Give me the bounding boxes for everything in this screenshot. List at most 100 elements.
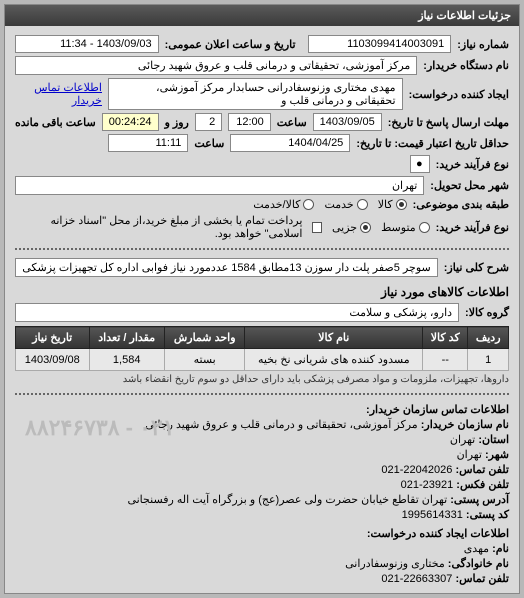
payment-note: پرداخت تمام یا بخشی از مبلغ خرید،از محل … — [15, 214, 302, 240]
radio-partial[interactable]: جزیی — [332, 221, 371, 234]
need-desc-label: شرح کلی نیاز: — [444, 261, 509, 274]
panel-title: جزئیات اطلاعات نیاز — [5, 5, 519, 26]
th-name: نام کالا — [245, 327, 423, 349]
delivery-city-label: شهر محل تحویل: — [430, 179, 509, 192]
lname-label: نام خانوادگی: — [448, 558, 509, 570]
postal-value: 1995614331 — [402, 509, 463, 521]
row-delivery-city: شهر محل تحویل: تهران — [15, 176, 509, 195]
org-name-label: نام سازمان خریدار: — [421, 419, 509, 431]
address-value: تهران تقاطع خیابان حضرت ولی عصر(عج) و بز… — [127, 494, 447, 506]
fname-value: مهدی — [464, 543, 489, 555]
announce-label: تاریخ و ساعت اعلان عمومی: — [165, 38, 296, 51]
lname-row: نام خانوادگی: مختاری وزنوسفادرانی — [15, 557, 509, 570]
watermark-phone: ۰۲۱ - ۸۸۲۴۶۷۳۸ — [25, 415, 175, 441]
device-name-field: مرکز آموزشی، تحقیقاتی و درمانی قلب و عرو… — [15, 56, 417, 75]
row-req-number: شماره نیاز: 1103099414003091 تاریخ و ساع… — [15, 35, 509, 53]
deadline-date-field: 1403/09/05 — [313, 113, 382, 131]
lname-value: مختاری وزنوسفادرانی — [345, 558, 445, 570]
radio-dot-icon — [360, 222, 371, 233]
announce-field: 1403/09/03 - 11:34 — [15, 35, 159, 53]
creator-contact-title: اطلاعات ایجاد کننده درخواست: — [15, 527, 509, 540]
items-table: ردیف کد کالا نام کالا واحد شمارش مقدار /… — [15, 326, 509, 371]
td-qty: 1,584 — [89, 349, 164, 371]
radio-dot-icon — [396, 199, 407, 210]
td-row: 1 — [468, 349, 509, 371]
radio-kala[interactable]: کالا — [378, 198, 407, 211]
radio-dot-icon — [303, 199, 314, 210]
creator-label: ایجاد کننده درخواست: — [409, 88, 509, 101]
radio-average-label: متوسط — [381, 221, 416, 234]
contact-section: ۰۲۱ - ۸۸۲۴۶۷۳۸ اطلاعات تماس سازمان خریدا… — [15, 393, 509, 585]
row-group: گروه کالا: دارو، پزشکی و سلامت — [15, 303, 509, 322]
table-header-row: ردیف کد کالا نام کالا واحد شمارش مقدار /… — [16, 327, 509, 349]
fax-row: تلفن فکس: 23921-021 — [15, 478, 509, 491]
radio-khadamat[interactable]: خدمت — [324, 198, 367, 211]
city-label: شهر: — [485, 449, 509, 461]
device-name-label: نام دستگاه خریدار: — [423, 59, 509, 72]
buy-process-label: نوع فرآیند خرید: — [436, 221, 509, 234]
category-radio-group: کالا خدمت کالا/خدمت — [253, 198, 406, 211]
row-buy-process: نوع فرآیند خرید: متوسط جزیی پرداخت تمام … — [15, 214, 509, 240]
province-value: تهران — [450, 434, 475, 446]
th-qty: مقدار / تعداد — [89, 327, 164, 349]
cphone-label: تلفن تماس: — [455, 573, 509, 585]
radio-kala-label: کالا — [378, 198, 393, 211]
req-number-field: 1103099414003091 — [308, 35, 452, 53]
address-row: آدرس پستی: تهران تقاطع خیابان حضرت ولی ع… — [15, 493, 509, 506]
org-name-value: مرکز آموزشی، تحقیقاتی و درمانی قلب و عرو… — [145, 419, 417, 431]
th-unit: واحد شمارش — [164, 327, 245, 349]
creator-field: مهدی مختاری وزنوسفادرانی حسابدار مرکز آم… — [108, 78, 403, 110]
buy-process-radio-group: متوسط جزیی پرداخت تمام یا بخشی از مبلغ خ… — [15, 214, 430, 240]
city-value: تهران — [457, 449, 482, 461]
row-device-name: نام دستگاه خریدار: مرکز آموزشی، تحقیقاتی… — [15, 56, 509, 75]
fname-label: نام: — [492, 543, 509, 555]
province-label: استان: — [478, 434, 509, 446]
validity-label: حداقل تاریخ اعتبار قیمت: تا تاریخ: — [356, 137, 509, 150]
countdown-field: 00:24:24 — [102, 113, 159, 131]
need-desc-field: سوچر 5صفر پلت دار سوزن 13مطابق 1584 عددم… — [15, 258, 438, 277]
radio-kala-khadamat-label: کالا/خدمت — [253, 198, 300, 211]
days-label: روز و — [165, 116, 189, 129]
phone-value: 22042026-021 — [381, 464, 452, 476]
phone-row: تلفن تماس: 22042026-021 — [15, 463, 509, 476]
radio-partial-label: جزیی — [332, 221, 357, 234]
deadline-label: مهلت ارسال پاسخ تا تاریخ: — [388, 116, 509, 129]
deadline-time-field: 12:00 — [228, 113, 270, 131]
radio-khadamat-label: خدمت — [324, 198, 353, 211]
td-code: -- — [423, 349, 468, 371]
footer-note: داروها، تجهیزات، ملزومات و مواد مصرفی پز… — [15, 374, 509, 385]
th-row: ردیف — [468, 327, 509, 349]
payment-checkbox[interactable] — [312, 222, 322, 233]
time-label-1: ساعت — [277, 116, 307, 129]
row-need-desc: شرح کلی نیاز: سوچر 5صفر پلت دار سوزن 13م… — [15, 258, 509, 277]
group-label: گروه کالا: — [465, 306, 509, 319]
group-field: دارو، پزشکی و سلامت — [15, 303, 459, 322]
purchase-type-label: نوع فرآیند خرید: — [436, 158, 509, 171]
radio-average[interactable]: متوسط — [381, 221, 430, 234]
fax-value: 23921-021 — [401, 479, 454, 491]
validity-time-field: 11:11 — [108, 134, 188, 152]
cphone-row: تلفن تماس: 22663307-021 — [15, 572, 509, 585]
details-panel: جزئیات اطلاعات نیاز شماره نیاز: 11030994… — [4, 4, 520, 594]
remaining-label: ساعت باقی مانده — [15, 116, 96, 129]
contact-link[interactable]: اطلاعات تماس خریدار — [15, 81, 102, 107]
purchase-type-field: ● — [410, 155, 430, 173]
phone-label: تلفن تماس: — [455, 464, 509, 476]
radio-dot-icon — [419, 222, 430, 233]
td-name: مسدود کننده های شریانی نخ بخیه — [245, 349, 423, 371]
cphone-value: 22663307-021 — [381, 573, 452, 585]
row-creator: ایجاد کننده درخواست: مهدی مختاری وزنوسفا… — [15, 78, 509, 110]
city-row: شهر: تهران — [15, 448, 509, 461]
req-number-label: شماره نیاز: — [457, 38, 509, 51]
category-label: طبقه بندی موضوعی: — [413, 198, 509, 211]
address-label: آدرس پستی: — [450, 494, 509, 506]
postal-label: کد پستی: — [466, 509, 509, 521]
time-label-2: ساعت — [194, 137, 224, 150]
fname-row: نام: مهدی — [15, 542, 509, 555]
th-date: تاریخ نیاز — [16, 327, 90, 349]
fax-label: تلفن فکس: — [456, 479, 509, 491]
items-title: اطلاعات کالاهای مورد نیاز — [15, 285, 509, 299]
th-code: کد کالا — [423, 327, 468, 349]
radio-kala-khadamat[interactable]: کالا/خدمت — [253, 198, 314, 211]
row-validity: حداقل تاریخ اعتبار قیمت: تا تاریخ: 1404/… — [15, 134, 509, 152]
